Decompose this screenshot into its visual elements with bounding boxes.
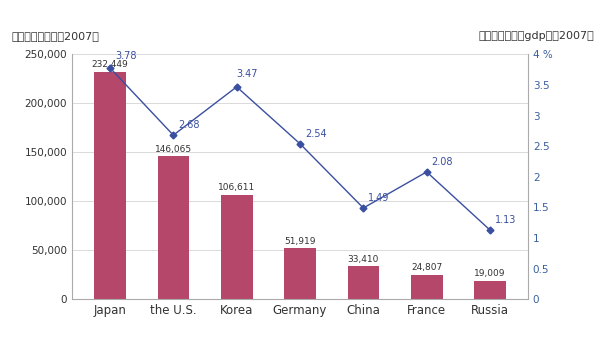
Bar [411,275,443,299]
Text: 106,611: 106,611 [218,183,255,192]
Text: 3.47: 3.47 [236,69,258,80]
Text: 2.54: 2.54 [305,129,326,139]
Bar [221,195,253,299]
Bar [347,267,379,299]
Text: 研究開発費の対gdp比（2007）: 研究開発費の対gdp比（2007） [478,31,594,41]
Text: 1.49: 1.49 [368,193,390,203]
Text: 3.78: 3.78 [115,51,137,61]
Text: 51,919: 51,919 [284,237,316,246]
Bar [94,72,126,299]
Text: 24,807: 24,807 [411,264,442,272]
Text: 19,009: 19,009 [474,269,506,278]
Text: 1.13: 1.13 [495,215,517,225]
Text: 33,410: 33,410 [347,255,379,264]
Bar [474,280,506,299]
Text: 2.08: 2.08 [432,157,453,167]
Text: 146,065: 146,065 [155,145,192,154]
Bar [157,156,189,299]
Text: 232,449: 232,449 [92,60,128,69]
Bar [284,248,316,299]
Text: 2.68: 2.68 [178,120,200,130]
Text: 特許取得件数　（2007）: 特許取得件数 （2007） [12,31,100,41]
